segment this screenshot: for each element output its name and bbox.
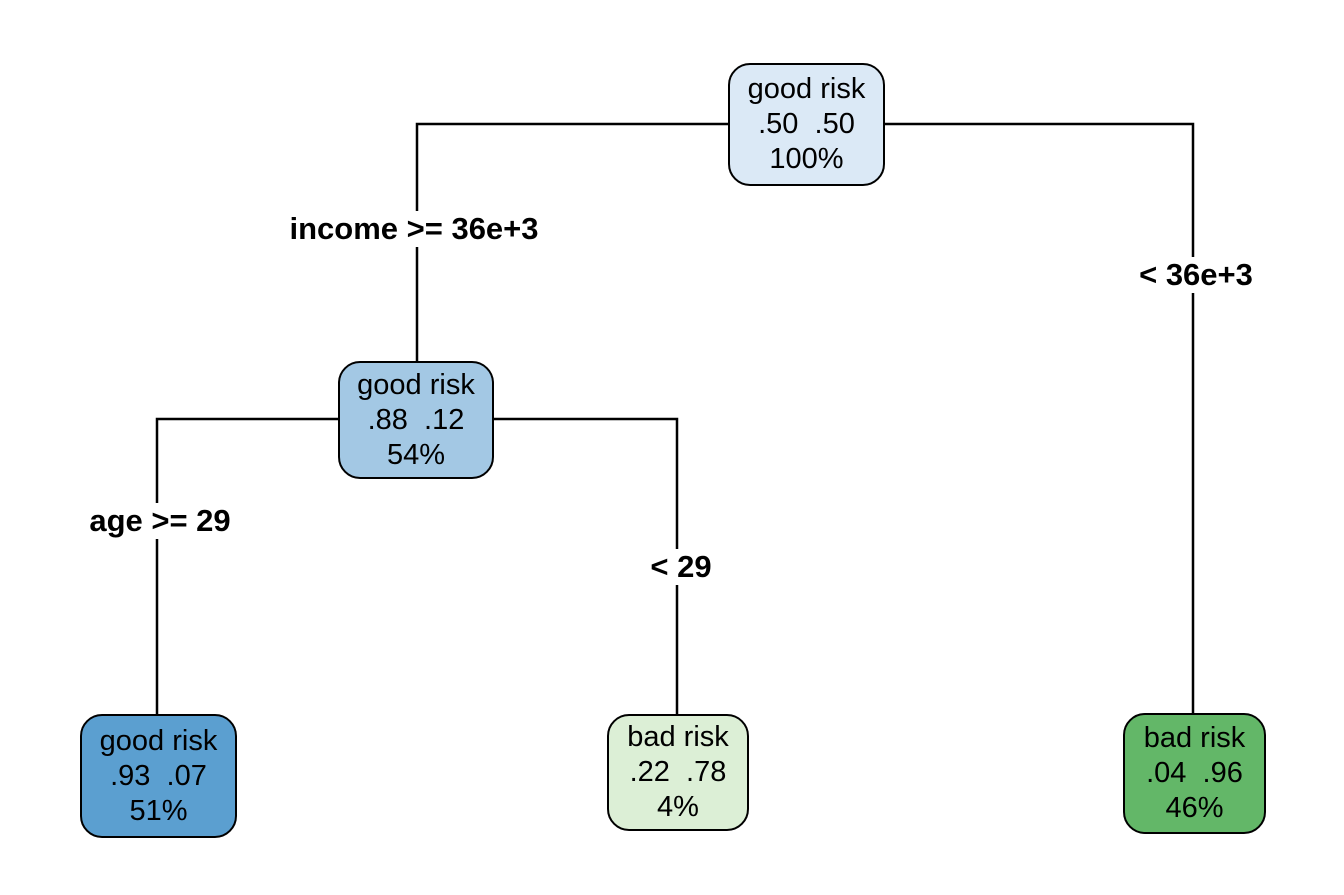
edge-root-to-left-child [415,122,728,361]
edge-root-to-right-leaf [885,122,1195,713]
tree-node-root: good risk .50 .50 100% [728,63,885,186]
split-label-age-ge: age >= 29 [81,503,239,539]
node-probabilities: .88 .12 [367,403,465,436]
node-probabilities: .50 .50 [758,108,855,140]
node-class-label: good risk [747,73,866,105]
tree-leaf-bad-risk-46: bad risk .04 .96 46% [1123,713,1266,834]
node-class-label: bad risk [1143,722,1246,754]
tree-leaf-good-risk: good risk .93 .07 51% [80,714,237,838]
node-class-label: good risk [357,368,475,401]
split-label-income-lt: < 36e+3 [1131,257,1261,293]
split-label-age-lt: < 29 [642,549,720,585]
node-coverage: 54% [386,438,446,471]
node-class-label: bad risk [627,721,729,753]
edge-mid-to-right-leaf [494,417,679,714]
split-label-income-ge: income >= 36e+3 [281,211,547,247]
edge-mid-to-left-leaf [155,417,338,714]
node-class-label: good risk [99,724,218,757]
tree-node-income-ge: good risk .88 .12 54% [338,361,494,479]
node-probabilities: .22 .78 [629,756,727,788]
tree-leaf-bad-risk-4: bad risk .22 .78 4% [607,714,749,831]
node-coverage: 4% [657,791,699,823]
node-coverage: 51% [129,794,188,827]
node-coverage: 46% [1165,792,1224,824]
node-coverage: 100% [769,143,844,175]
node-probabilities: .93 .07 [110,759,207,792]
node-probabilities: .04 .96 [1146,757,1243,789]
